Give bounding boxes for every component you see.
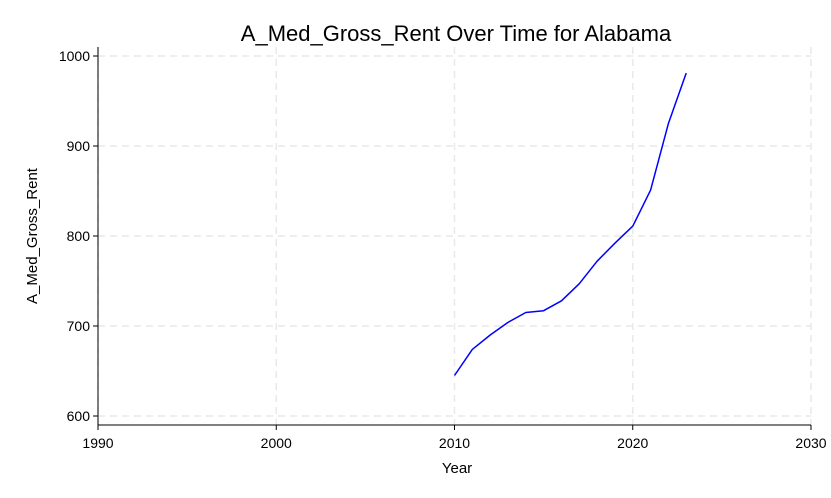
data-point	[559, 299, 563, 303]
y-tick-label: 1000	[59, 48, 90, 64]
x-tick-label: 1990	[82, 435, 113, 451]
y-axis-label: A_Med_Gross_Rent	[24, 167, 41, 304]
data-point	[542, 309, 546, 313]
series-line	[453, 72, 687, 376]
y-tick-label: 800	[67, 228, 91, 244]
data-point	[649, 188, 653, 192]
data-point	[666, 122, 670, 126]
data-point	[524, 311, 528, 315]
data-point	[488, 333, 492, 337]
data-point	[595, 259, 599, 263]
x-tick-label: 2020	[617, 435, 648, 451]
data-point	[684, 71, 688, 75]
series-layer	[453, 71, 688, 378]
x-tick-label: 2010	[439, 435, 470, 451]
x-tick-label: 2000	[261, 435, 292, 451]
grid-lines	[97, 47, 812, 425]
chart-title: A_Med_Gross_Rent Over Time for Alabama	[241, 21, 672, 46]
data-point	[506, 320, 510, 324]
x-tick-label: 2030	[795, 435, 826, 451]
y-tick-label: 900	[67, 138, 91, 154]
data-point	[631, 224, 635, 228]
data-point	[613, 241, 617, 245]
data-point	[577, 282, 581, 286]
data-point	[470, 347, 474, 351]
data-point	[453, 374, 457, 378]
y-tick-label: 700	[67, 318, 91, 334]
axis-ticks: 600 700 800 900 1000 1990 2000 2010 2020 2030	[59, 48, 827, 451]
y-tick-label: 600	[67, 408, 91, 424]
x-axis-label: Year	[442, 460, 472, 477]
